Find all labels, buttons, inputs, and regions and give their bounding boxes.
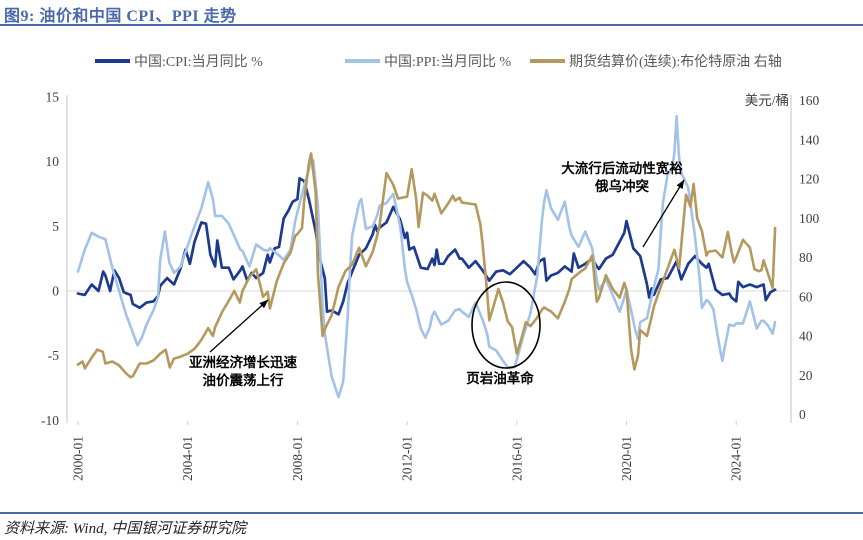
x-axis-tick-label: 2000-01 bbox=[70, 436, 85, 481]
annotation-text-asia: 油价震荡上行 bbox=[203, 372, 284, 388]
right-axis-unit-label: 美元/桶 bbox=[745, 93, 789, 108]
brent-line-swatch bbox=[530, 59, 565, 63]
x-axis-tick-label: 2008-01 bbox=[290, 436, 305, 481]
figure-title: 图9: 油价和中国 CPI、PPI 走势 bbox=[4, 8, 237, 25]
x-axis-tick-label: 2016-01 bbox=[509, 436, 524, 481]
annotation-text-asia: 亚洲经济增长迅速 bbox=[189, 354, 297, 370]
annotation-arrow-asia bbox=[209, 299, 269, 353]
legend-item-ppi: 中国:PPI:当月同比 % bbox=[345, 53, 512, 70]
right-axis-tick-label: 40 bbox=[799, 329, 813, 344]
right-axis-tick-label: 100 bbox=[799, 211, 820, 226]
x-axis-tick-label: 2012-01 bbox=[400, 436, 415, 481]
left-axis-tick-label: 15 bbox=[46, 89, 60, 104]
title-divider bbox=[0, 24, 863, 26]
right-axis-tick-label: 140 bbox=[799, 132, 820, 147]
right-axis-tick-label: 120 bbox=[799, 172, 820, 187]
left-axis-tick-label: -5 bbox=[48, 348, 59, 363]
right-axis-tick-label: 60 bbox=[799, 289, 813, 304]
right-axis-tick-label: 20 bbox=[799, 368, 813, 383]
x-axis-tick-label: 2020-01 bbox=[619, 436, 634, 481]
right-axis-tick-label: 80 bbox=[799, 250, 813, 265]
ppi-line bbox=[76, 115, 777, 399]
legend-label-ppi: 中国:PPI:当月同比 % bbox=[384, 55, 512, 70]
cpi-line-swatch bbox=[95, 59, 130, 63]
source-divider bbox=[0, 512, 863, 514]
annotation-text-pandemic: 俄乌冲突 bbox=[594, 178, 649, 194]
left-axis-tick-label: -10 bbox=[41, 413, 59, 428]
right-axis-tick-label: 0 bbox=[799, 407, 806, 422]
annotation-arrow-pandemic bbox=[642, 179, 685, 248]
legend-item-cpi: 中国:CPI:当月同比 % bbox=[95, 53, 263, 70]
ppi-line-swatch bbox=[345, 59, 380, 63]
x-axis-tick-label: 2004-01 bbox=[180, 436, 195, 481]
source-note: 资料来源: Wind, 中国银河证券研究院 bbox=[4, 521, 247, 537]
x-axis-tick-label: 2024-01 bbox=[729, 436, 744, 481]
legend-label-brent: 期货结算价(连续):布伦特原油 右轴 bbox=[569, 55, 782, 70]
left-axis-tick-label: 0 bbox=[52, 284, 59, 299]
legend-item-brent: 期货结算价(连续):布伦特原油 右轴 bbox=[530, 53, 782, 70]
legend-label-cpi: 中国:CPI:当月同比 % bbox=[134, 55, 263, 70]
annotation-text-shale: 页岩油革命 bbox=[466, 370, 534, 386]
annotation-circle-shale bbox=[471, 281, 541, 369]
cpi-line bbox=[76, 177, 777, 316]
right-axis-tick-label: 160 bbox=[799, 93, 820, 108]
annotation-text-pandemic: 大流行后流动性宽裕 bbox=[561, 160, 683, 176]
left-axis-tick-label: 10 bbox=[46, 154, 60, 169]
brent-line bbox=[76, 152, 777, 379]
left-axis-tick-label: 5 bbox=[52, 219, 59, 234]
